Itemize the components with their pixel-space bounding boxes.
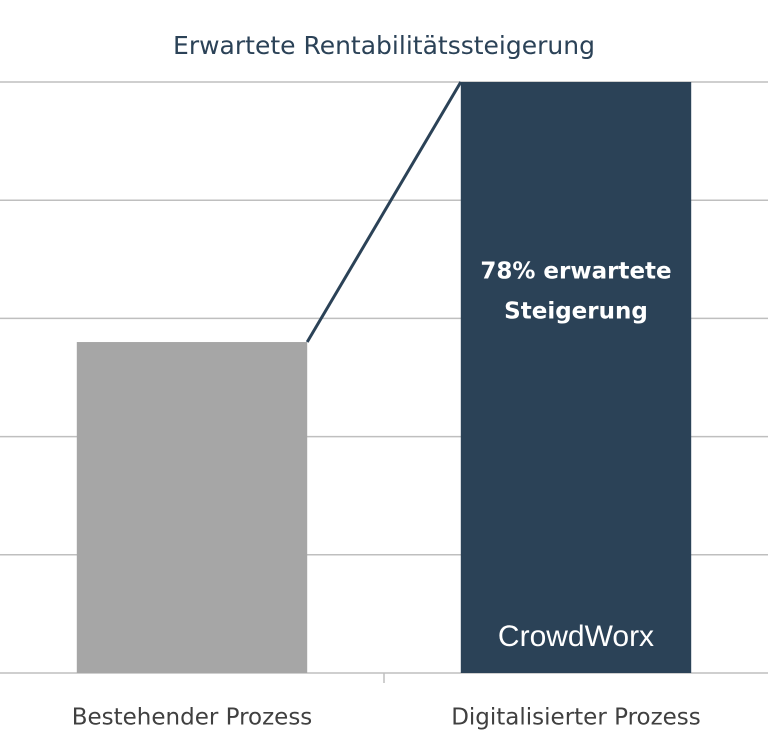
- x-tick-label: Bestehender Prozess: [72, 705, 313, 731]
- logo: CrowdWorx: [498, 620, 654, 653]
- bar: [460, 82, 692, 673]
- chart-title: Erwartete Rentabilitätssteigerung: [173, 31, 595, 60]
- bar: [76, 342, 308, 673]
- x-tick-label: Digitalisierter Prozess: [451, 705, 701, 731]
- annotation: 78% erwartete: [480, 259, 671, 285]
- connector-line: [305, 81, 463, 343]
- annotation: Steigerung: [504, 299, 648, 325]
